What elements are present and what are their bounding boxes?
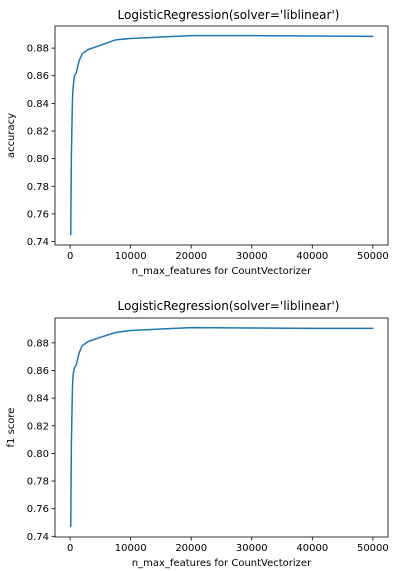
series-layer — [69, 326, 374, 528]
x-tick-label: 30000 — [236, 251, 268, 262]
x-axis: 0 10000 20000 30000 40000 50000 — [67, 245, 389, 262]
chart-title: LogisticRegression(solver='liblinear') — [118, 299, 340, 313]
chart-title: LogisticRegression(solver='liblinear') — [118, 8, 340, 22]
y-tick-label: 0.74 — [27, 237, 49, 248]
y-axis-label: f1 score — [6, 408, 17, 448]
x-tick-label: 40000 — [296, 251, 328, 262]
x-axis-label: n_max_features for CountVectorizer — [132, 266, 312, 277]
plot-frame — [54, 317, 389, 538]
x-tick-label: 40000 — [296, 543, 328, 554]
plot-frame — [54, 25, 389, 246]
x-tick-label: 0 — [67, 251, 73, 262]
y-tick-label: 0.86 — [27, 71, 49, 82]
y-tick-label: 0.88 — [27, 44, 49, 55]
x-tick-label: 20000 — [175, 543, 207, 554]
x-tick-label: 50000 — [357, 543, 389, 554]
y-tick-label: 0.82 — [27, 421, 49, 432]
x-tick-label: 10000 — [115, 251, 147, 262]
y-tick-label: 0.76 — [27, 209, 49, 220]
x-tick-label: 20000 — [175, 251, 207, 262]
y-tick-label: 0.88 — [27, 338, 49, 349]
y-tick-label: 0.84 — [27, 99, 49, 110]
x-tick-label: 50000 — [357, 251, 389, 262]
y-tick-label: 0.76 — [27, 504, 49, 515]
f1-score-chart: LogisticRegression(solver='liblinear') 0… — [6, 299, 389, 569]
y-tick-label: 0.86 — [27, 366, 49, 377]
y-tick-label: 0.78 — [27, 182, 49, 193]
x-tick-label: 30000 — [236, 543, 268, 554]
y-tick-label: 0.78 — [27, 477, 49, 488]
x-tick-label: 0 — [67, 543, 73, 554]
y-axis: 0.74 0.76 0.78 0.80 0.82 0.84 0.86 0.88 — [27, 338, 55, 543]
x-axis: 0 10000 20000 30000 40000 50000 — [67, 537, 389, 554]
y-axis-label: accuracy — [6, 113, 17, 158]
y-tick-label: 0.80 — [27, 449, 49, 460]
accuracy-chart: LogisticRegression(solver='liblinear') 0… — [6, 8, 389, 277]
y-tick-label: 0.82 — [27, 127, 49, 138]
x-tick-label: 10000 — [115, 543, 147, 554]
y-axis: 0.74 0.76 0.78 0.80 0.82 0.84 0.86 0.88 — [27, 44, 55, 248]
series-layer — [69, 34, 374, 236]
series-line — [69, 34, 374, 236]
x-axis-label: n_max_features for CountVectorizer — [132, 558, 312, 569]
y-tick-label: 0.80 — [27, 154, 49, 165]
series-line — [69, 326, 374, 528]
y-tick-label: 0.84 — [27, 394, 49, 405]
y-tick-label: 0.74 — [27, 532, 49, 543]
